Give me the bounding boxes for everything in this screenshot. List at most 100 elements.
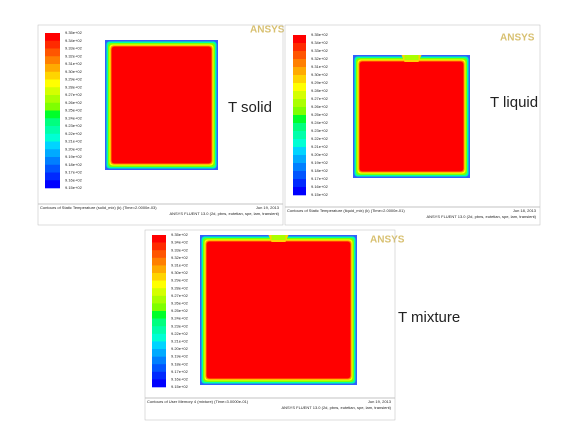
colorbar-label: 9.25e+02 [65, 108, 83, 113]
colorbar-swatch [293, 67, 306, 76]
colorbar-swatch [45, 102, 60, 111]
colorbar-label: 9.31e+02 [65, 61, 83, 66]
colorbar-label: 9.31e+02 [311, 64, 329, 69]
colorbar-swatch [293, 123, 306, 132]
colorbar-swatch [152, 250, 166, 259]
colorbar-label: 9.15e+02 [171, 384, 189, 389]
colorbar-swatch [152, 280, 166, 289]
footer-title: Contours of User Memory 4 (mixture) (Tim… [147, 399, 249, 404]
colorbar-label: 9.17e+02 [171, 369, 189, 374]
colorbar-swatch [152, 318, 166, 327]
ansys-logo: ANSYS [500, 33, 535, 44]
colorbar-swatch [152, 295, 166, 304]
colorbar-label: 9.32e+02 [311, 56, 329, 61]
ansys-logo: ANSYS [250, 25, 285, 36]
colorbar-swatch [152, 364, 166, 373]
ansys-logo: ANSYS [370, 235, 405, 246]
colorbar-swatch [45, 95, 60, 104]
colorbar-swatch [152, 242, 166, 251]
colorbar-swatch [45, 157, 60, 166]
colorbar-label: 9.24e+02 [171, 316, 189, 321]
colorbar-swatch [293, 51, 306, 60]
colorbar-label: 9.18e+02 [171, 361, 189, 366]
colorbar-swatch [152, 265, 166, 274]
colorbar-swatch [152, 311, 166, 319]
colorbar-label: 9.22e+02 [311, 136, 329, 141]
colorbar-label: 9.24e+02 [311, 120, 329, 125]
colorbar-label: 9.35e+02 [171, 232, 189, 237]
colorbar-label: 9.15e+02 [65, 185, 83, 190]
panel-caption: T liquid [490, 94, 538, 111]
footer-date: Jun 18, 2013 [513, 208, 537, 213]
colorbar-label: 9.24e+02 [65, 115, 83, 120]
colorbar-label: 9.26e+02 [311, 104, 329, 109]
colorbar-swatch [293, 107, 306, 116]
colorbar-swatch [293, 35, 306, 44]
colorbar-swatch [293, 99, 306, 108]
colorbar-label: 9.29e+02 [171, 278, 189, 283]
colorbar-label: 9.18e+02 [311, 168, 329, 173]
colorbar-label: 9.27e+02 [171, 293, 189, 298]
colorbar-label: 9.29e+02 [311, 80, 329, 85]
colorbar-swatch [152, 333, 166, 342]
contour-band [359, 61, 464, 172]
contour-notch-core [404, 55, 419, 60]
colorbar-swatch [45, 164, 60, 173]
colorbar-label: 9.21e+02 [65, 139, 83, 144]
colorbar-label: 9.27e+02 [65, 92, 83, 97]
colorbar-swatch [152, 379, 166, 388]
colorbar-label: 9.20e+02 [65, 146, 83, 151]
colorbar-swatch [152, 371, 166, 380]
colorbar-label: 9.23e+02 [171, 323, 189, 328]
colorbar-swatch [45, 87, 60, 96]
colorbar-swatch [45, 172, 60, 181]
panel-caption: T solid [228, 99, 272, 116]
colorbar-label: 9.30e+02 [65, 69, 83, 74]
colorbar-label: 9.19e+02 [171, 354, 189, 359]
colorbar-label: 9.29e+02 [65, 77, 83, 82]
colorbar-label: 9.17e+02 [65, 170, 83, 175]
colorbar-swatch [293, 91, 306, 100]
colorbar-swatch [293, 115, 306, 124]
footer-title: Contours of Static Temperature (liquid_m… [287, 208, 405, 213]
footer-date: Jun 19, 2013 [368, 399, 392, 404]
colorbar-swatch [45, 110, 60, 119]
colorbar-swatch [293, 163, 306, 172]
colorbar-swatch [45, 180, 60, 189]
panel-border [37, 24, 284, 226]
panel-border [144, 229, 396, 421]
colorbar-label: 9.30e+02 [171, 270, 189, 275]
colorbar-swatch [293, 171, 306, 180]
colorbar-label: 9.26e+02 [65, 100, 83, 105]
colorbar-label: 9.20e+02 [171, 346, 189, 351]
colorbar-label: 9.33e+02 [65, 46, 83, 51]
colorbar-swatch [152, 326, 166, 335]
colorbar-label: 9.18e+02 [65, 162, 83, 167]
colorbar-label: 9.22e+02 [65, 131, 83, 136]
colorbar-swatch [293, 179, 306, 188]
colorbar-label: 9.32e+02 [65, 53, 83, 58]
colorbar-label: 9.35e+02 [311, 32, 329, 37]
footer-solver: ANSYS FLUENT 13.0 (2d, pbns, eutetian, s… [426, 214, 536, 219]
colorbar-swatch [152, 235, 166, 243]
colorbar-label: 9.26e+02 [171, 300, 189, 305]
colorbar-label: 9.33e+02 [171, 247, 189, 252]
colorbar-label: 9.23e+02 [65, 123, 83, 128]
colorbar-label: 9.33e+02 [311, 48, 329, 53]
colorbar-label: 9.30e+02 [311, 72, 329, 77]
colorbar-label: 9.19e+02 [311, 160, 329, 165]
panel-caption: T mixture [398, 309, 460, 326]
colorbar-swatch [293, 43, 306, 52]
colorbar-swatch [45, 133, 60, 142]
colorbar-label: 9.15e+02 [311, 192, 329, 197]
panel-border [284, 24, 541, 226]
colorbar-label: 9.28e+02 [65, 84, 83, 89]
contour-band [206, 241, 351, 379]
colorbar-swatch [45, 64, 60, 73]
colorbar-swatch [45, 141, 60, 150]
colorbar-swatch [45, 118, 60, 127]
colorbar-label: 9.28e+02 [311, 88, 329, 93]
colorbar-label: 9.34e+02 [171, 240, 189, 245]
colorbar-swatch [293, 59, 306, 68]
colorbar-swatch [45, 56, 60, 65]
